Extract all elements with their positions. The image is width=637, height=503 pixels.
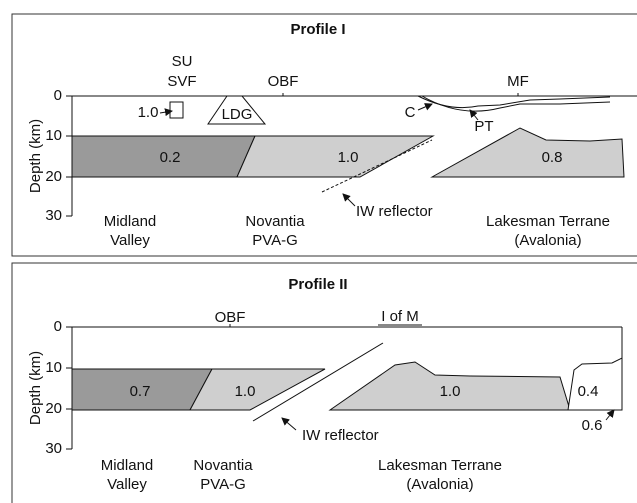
region-label: Lakesman Terrane: [486, 213, 610, 230]
figure: Profile I Depth (km) 0 10 20 30 SU SVF O…: [0, 0, 637, 503]
tick-label: 30: [45, 207, 62, 224]
feature-label: LDG: [222, 106, 253, 123]
tick-label: 20: [45, 168, 62, 185]
unit-block: [237, 136, 433, 177]
feature-label: C: [405, 104, 416, 121]
region-label: Valley: [110, 232, 150, 249]
region-label: Valley: [107, 476, 147, 493]
tick-label: 10: [45, 359, 62, 376]
axis-label: Depth (km): [27, 119, 44, 193]
unit-value: 0.6: [582, 417, 603, 434]
tick-label: 0: [54, 87, 62, 104]
tick-label: 30: [45, 440, 62, 457]
region-label: PVA-G: [252, 232, 298, 249]
region-label: (Avalonia): [514, 232, 581, 249]
svf-box: [170, 102, 183, 118]
tick-label: 0: [54, 318, 62, 335]
region-label: Novantia: [245, 213, 305, 230]
site-label: OBF: [215, 309, 246, 326]
unit-value: 0.8: [542, 149, 563, 166]
profile-2: Profile II Depth (km) 0 10 20 30 OBF I o…: [12, 263, 637, 503]
tick-label: 20: [45, 400, 62, 417]
unit-value: 1.0: [338, 149, 359, 166]
feature-label: IW reflector: [302, 427, 379, 444]
region-label: (Avalonia): [406, 476, 473, 493]
axis-label: Depth (km): [27, 351, 44, 425]
feature-label: IW reflector: [356, 203, 433, 220]
region-label: Lakesman Terrane: [378, 457, 502, 474]
profile-1: Profile I Depth (km) 0 10 20 30 SU SVF O…: [12, 14, 637, 256]
unit-block: [432, 128, 624, 177]
unit-value: 1.0: [440, 383, 461, 400]
site-label: I of M: [381, 308, 419, 325]
site-label: SVF: [167, 73, 196, 90]
region-label: Midland: [101, 457, 154, 474]
site-label: MF: [507, 73, 529, 90]
tick-label: 10: [45, 127, 62, 144]
unit-value: 0.2: [160, 149, 181, 166]
site-label: SU: [172, 53, 193, 70]
ticks: 0 10 20 30: [45, 87, 72, 224]
region-label: Novantia: [193, 457, 253, 474]
unit-value: 1.0: [138, 104, 159, 121]
unit-value: 1.0: [235, 383, 256, 400]
fault-trace: [418, 96, 610, 108]
unit-value: 0.7: [130, 383, 151, 400]
site-label: OBF: [268, 73, 299, 90]
ticks: 0 10 20 30: [45, 318, 72, 457]
unit-value: 0.4: [578, 383, 599, 400]
region-label: PVA-G: [200, 476, 246, 493]
profile-title: Profile II: [288, 276, 347, 293]
region-label: Midland: [104, 213, 157, 230]
profile-title: Profile I: [290, 21, 345, 38]
feature-label: PT: [474, 118, 493, 135]
